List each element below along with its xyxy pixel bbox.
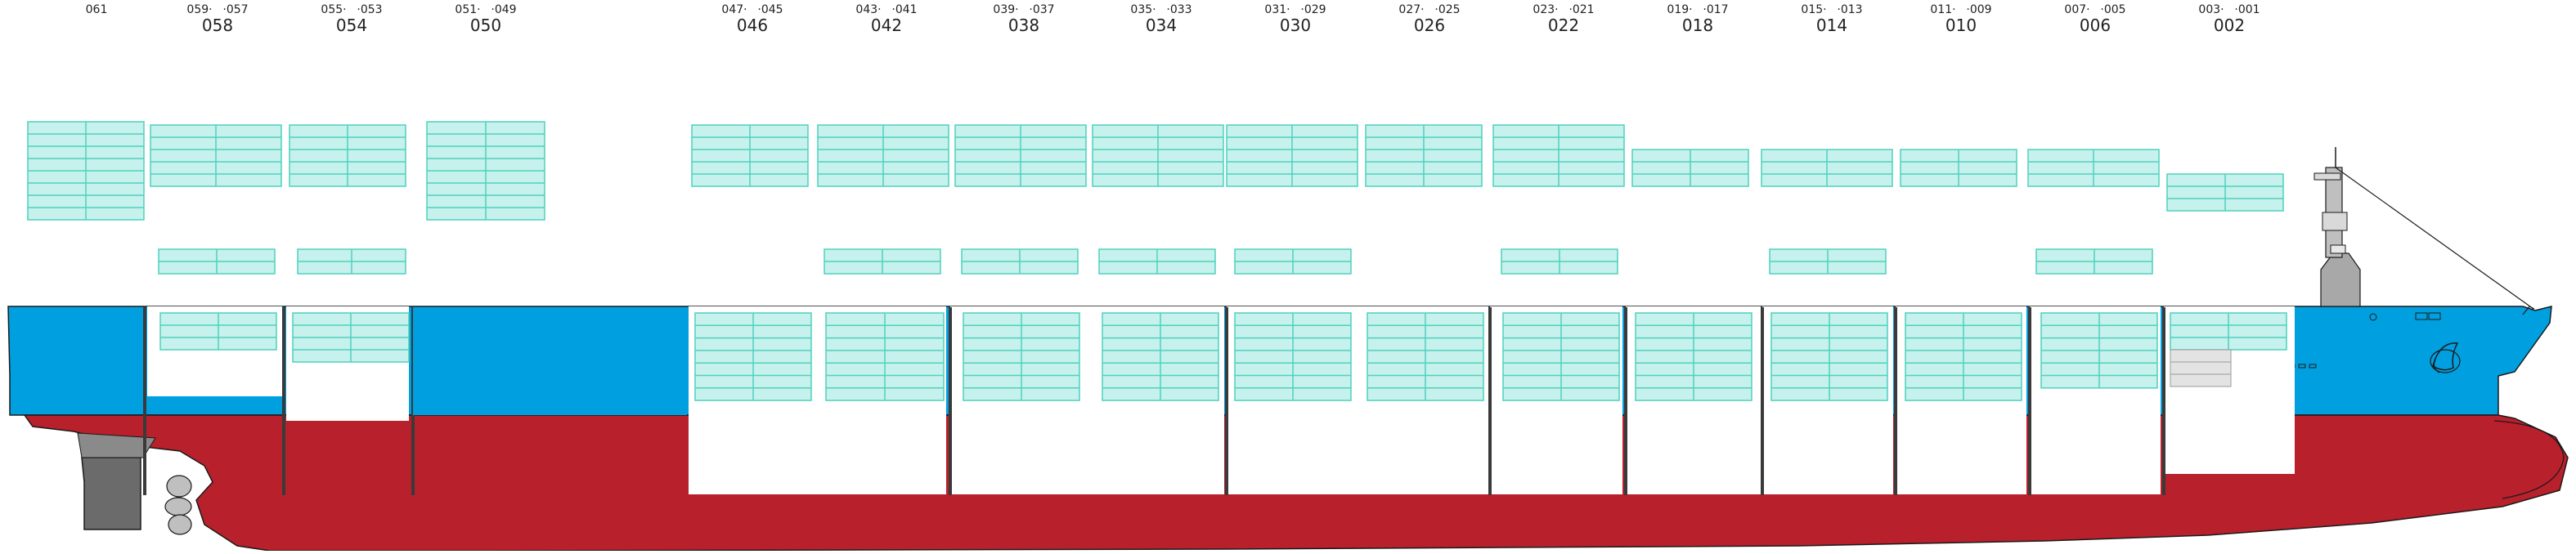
bay-left-label: 035· bbox=[1130, 3, 1156, 16]
portholes bbox=[2309, 364, 2317, 369]
bay-left-label: 061 bbox=[86, 3, 108, 16]
bay-left-label: 047· bbox=[721, 3, 747, 16]
propeller-blade-mid bbox=[164, 497, 192, 516]
bay-number-label: 050 bbox=[470, 16, 501, 35]
bulkhead bbox=[1761, 307, 1764, 495]
container-stacks bbox=[27, 121, 2287, 401]
bay-left-label: 055· bbox=[321, 3, 346, 16]
bay-number-label: 006 bbox=[2080, 16, 2111, 35]
bay-right-label: ·021 bbox=[1568, 3, 1594, 16]
bow-fitting bbox=[2428, 312, 2441, 320]
bay-left-label: 043· bbox=[855, 3, 881, 16]
rudder bbox=[81, 457, 141, 530]
bulkhead bbox=[1488, 307, 1492, 495]
bay-right-label: ·029 bbox=[1300, 3, 1326, 16]
bay-number-label: 038 bbox=[1008, 16, 1039, 35]
bay-right-label: ·045 bbox=[757, 3, 783, 16]
bay-right-label: ·005 bbox=[2100, 3, 2125, 16]
bay-number-label: 034 bbox=[1146, 16, 1177, 35]
bulbous-bow bbox=[2493, 420, 2565, 499]
bay-number-label: 054 bbox=[336, 16, 367, 35]
bulkhead bbox=[1225, 307, 1228, 495]
forecastle-mast bbox=[2320, 252, 2361, 307]
bay-right-label: ·001 bbox=[2234, 3, 2260, 16]
bay-right-label: ·037 bbox=[1029, 3, 1054, 16]
bay-right-label: ·025 bbox=[1434, 3, 1460, 16]
bay-number-label: 018 bbox=[1682, 16, 1713, 35]
bay-right-label: ·017 bbox=[1703, 3, 1728, 16]
bay-right-label: ·033 bbox=[1166, 3, 1192, 16]
bay-left-label: 019· bbox=[1667, 3, 1692, 16]
bulkhead bbox=[949, 307, 952, 495]
bay-right-label: ·009 bbox=[1966, 3, 1991, 16]
bay-left-label: 031· bbox=[1264, 3, 1290, 16]
propeller-blade-top bbox=[166, 475, 192, 498]
bay-right-label: ·053 bbox=[357, 3, 382, 16]
bulkhead bbox=[282, 307, 285, 495]
mast-platform bbox=[2322, 212, 2348, 231]
bay-number-label: 042 bbox=[871, 16, 902, 35]
bay-number-label: 030 bbox=[1280, 16, 1311, 35]
bulkhead bbox=[2162, 307, 2165, 495]
bay-left-label: 023· bbox=[1533, 3, 1558, 16]
bay-right-label: ·057 bbox=[222, 3, 248, 16]
bulkhead bbox=[143, 307, 146, 495]
grey-container-stack bbox=[2170, 349, 2232, 387]
bay-right-label: ·041 bbox=[891, 3, 917, 16]
bay-right-label: ·013 bbox=[1837, 3, 1862, 16]
propeller-blade-low bbox=[168, 514, 192, 535]
bay-left-label: 059· bbox=[186, 3, 212, 16]
fairlead bbox=[2369, 313, 2377, 321]
bulkhead bbox=[2028, 307, 2031, 495]
bulkhead bbox=[1894, 307, 1897, 495]
portholes bbox=[2298, 364, 2306, 369]
bay-left-label: 051· bbox=[455, 3, 480, 16]
bay-number-label: 046 bbox=[737, 16, 768, 35]
bay-left-label: 007· bbox=[2064, 3, 2089, 16]
bay-left-label: 015· bbox=[1801, 3, 1826, 16]
forestay bbox=[2335, 167, 2534, 310]
bay-left-label: 027· bbox=[1398, 3, 1424, 16]
aft-deck-blue bbox=[413, 307, 687, 415]
hawse-pipe bbox=[2430, 349, 2461, 373]
bay-number-label: 058 bbox=[202, 16, 233, 35]
mast-cross bbox=[2313, 172, 2341, 181]
bay-left-label: 011· bbox=[1930, 3, 1955, 16]
bay-left-label: 003· bbox=[2198, 3, 2224, 16]
bulkhead bbox=[1624, 307, 1627, 495]
bay-number-label: 022 bbox=[1548, 16, 1579, 35]
bay-number-label: 010 bbox=[1945, 16, 1977, 35]
bay-number-label: 014 bbox=[1816, 16, 1847, 35]
bow-fitting bbox=[2415, 312, 2428, 320]
bay-right-label: ·049 bbox=[491, 3, 516, 16]
bay-number-label: 002 bbox=[2214, 16, 2245, 35]
bay-left-label: 039· bbox=[993, 3, 1018, 16]
bay-number-label: 026 bbox=[1414, 16, 1445, 35]
mast-lights bbox=[2330, 244, 2346, 254]
